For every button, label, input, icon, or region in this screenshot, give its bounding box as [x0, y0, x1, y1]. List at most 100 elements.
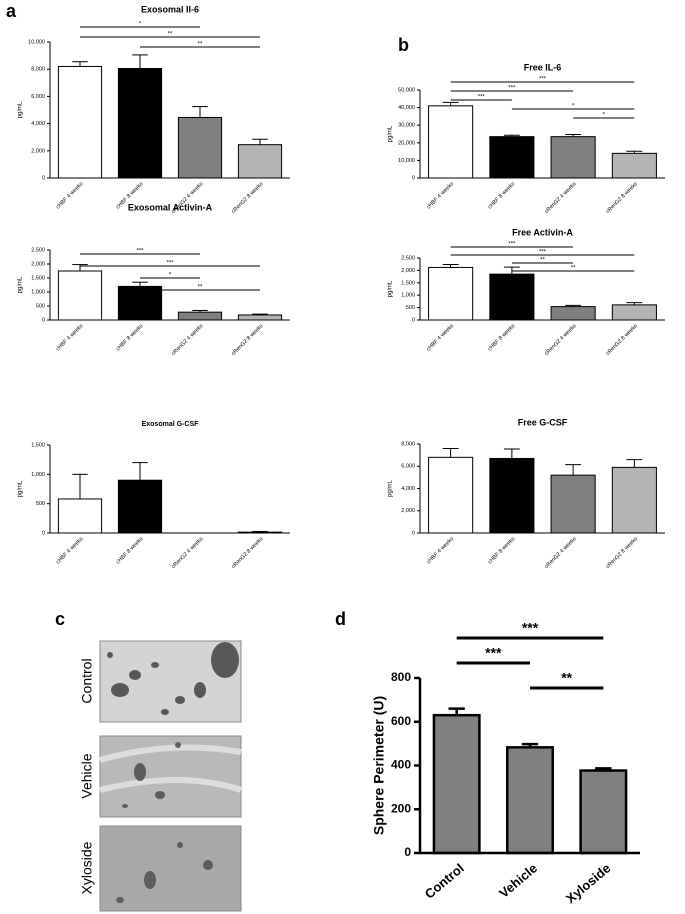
bar [117, 68, 163, 179]
bar [237, 314, 283, 321]
bar [117, 479, 163, 534]
chart-title: Exosomal G-CSF [142, 421, 200, 428]
x-tick-label: cHBF 4 weeks [55, 323, 84, 352]
bar [579, 769, 628, 855]
y-axis-label: pg/mL [388, 280, 394, 297]
chart: Free G-CSF pg/mL 0 2,000 4,000 6,000 8,000 cHBF… [388, 417, 665, 570]
x-tick-label: cHBF 8 weeks [487, 181, 516, 210]
chart: Exosomal G-CSF pg/mL 0 500 1,000 1,500 cHBF 4 … [18, 421, 290, 570]
bar [432, 713, 481, 855]
x-tick-label: cRenG2 4 weeks [171, 536, 205, 570]
panel-label: b [398, 35, 409, 55]
y-tick-label: 0 [42, 530, 45, 536]
x-tick-label: cRenG2 8 weeks [605, 181, 639, 215]
significance-label: *** [485, 645, 502, 661]
y-tick-label: 8,000 [401, 441, 415, 447]
y-tick-label: 0 [42, 317, 45, 323]
x-tick-label: cHBF 8 weeks [487, 323, 516, 352]
y-tick-label: 10,000 [398, 158, 415, 164]
y-tick-label: 4,000 [401, 486, 415, 492]
chart-title: Free G-CSF [518, 417, 568, 427]
bar [550, 474, 596, 534]
bar [550, 306, 596, 321]
y-tick-label: 30,000 [398, 123, 415, 129]
significance-label: * [169, 273, 172, 279]
chart: Exosomal Activin-A pg/mL 0 500 1,000 1,500 2,0… [18, 202, 290, 357]
y-tick-label: 1,000 [401, 293, 415, 299]
image-label: Vehicle [79, 753, 95, 798]
significance-label: *** [508, 86, 516, 92]
chart-title: Exosomal Il-6 [141, 4, 199, 14]
chart-title: Free IL-6 [524, 62, 562, 72]
significance-label: ** [198, 285, 203, 291]
y-tick-label: 0 [42, 175, 45, 181]
significance-label: *** [539, 77, 547, 83]
x-tick-label: cHBF 4 weeks [426, 536, 455, 565]
micrograph-texture [107, 642, 239, 715]
y-tick-label: 800 [391, 670, 411, 684]
y-tick-label: 1,500 [31, 442, 45, 448]
x-tick-label: cRenG2 8 weeks [231, 181, 265, 215]
significance-label: *** [508, 242, 516, 248]
chart: Free IL-6 pg/mL 0 10,000 20,000 30,000 40,000 5… [388, 62, 665, 215]
y-tick-label: 0 [412, 317, 415, 323]
x-tick-label: Xyloside [563, 860, 614, 906]
y-axis-label: Sphere Perimeter (U) [371, 696, 387, 835]
y-tick-label: 0 [412, 175, 415, 181]
significance-label: *** [166, 261, 174, 267]
x-tick-label: cRenG2 8 weeks [605, 323, 639, 357]
y-tick-label: 40,000 [398, 105, 415, 111]
micrograph [99, 825, 242, 912]
bar [550, 136, 596, 179]
y-tick-label: 200 [391, 801, 411, 815]
y-tick-label: 10,000 [28, 39, 45, 45]
chart-title: Free Activin-A [512, 227, 573, 237]
panel-label: d [335, 609, 346, 629]
x-tick-label: cHBF 4 weeks [426, 323, 455, 352]
bar [428, 105, 474, 179]
y-tick-label: 600 [391, 714, 411, 728]
y-tick-label: 500 [406, 305, 415, 311]
panel-label: c [55, 609, 65, 629]
chart-title: Exosomal Activin-A [128, 202, 213, 212]
x-tick-label: cRenG2 4 weeks [171, 323, 205, 357]
y-axis-label: pg/mL [18, 480, 24, 497]
x-tick-label: cRenG2 4 weeks [544, 323, 578, 357]
significance-label: *** [136, 249, 144, 255]
significance-label: ** [168, 32, 173, 38]
bar [237, 144, 283, 179]
bar [611, 466, 657, 534]
bar [57, 270, 103, 321]
bar [489, 457, 535, 534]
y-tick-label: 1,500 [31, 275, 45, 281]
significance-label: *** [539, 250, 547, 256]
bar [428, 266, 474, 321]
y-tick-label: 500 [36, 303, 45, 309]
bar [177, 311, 223, 321]
bar [177, 116, 223, 179]
micrographs [99, 640, 242, 912]
bar [611, 152, 657, 179]
bar [611, 304, 657, 321]
y-tick-label: 2,500 [401, 255, 415, 261]
x-tick-label: cRenG2 8 weeks [605, 536, 639, 570]
micrograph-texture [116, 842, 213, 903]
y-tick-label: 4,000 [31, 121, 45, 127]
x-tick-label: cRenG2 4 weeks [544, 181, 578, 215]
bar [57, 498, 103, 534]
y-tick-label: 2,000 [31, 148, 45, 154]
x-tick-label: cRenG2 8 weeks [231, 323, 265, 357]
y-tick-label: 50,000 [398, 87, 415, 93]
y-tick-label: 1,000 [31, 289, 45, 295]
y-tick-label: 1,000 [31, 472, 45, 478]
y-tick-label: 20,000 [398, 140, 415, 146]
y-tick-label: 1,500 [401, 280, 415, 286]
significance-label: ** [198, 42, 203, 48]
image-label: Control [79, 658, 95, 703]
y-tick-label: 2,000 [401, 268, 415, 274]
micrograph-texture [99, 744, 242, 793]
x-tick-label: Vehicle [496, 860, 540, 900]
y-tick-label: 6,000 [31, 94, 45, 100]
significance-label: * [139, 22, 142, 28]
